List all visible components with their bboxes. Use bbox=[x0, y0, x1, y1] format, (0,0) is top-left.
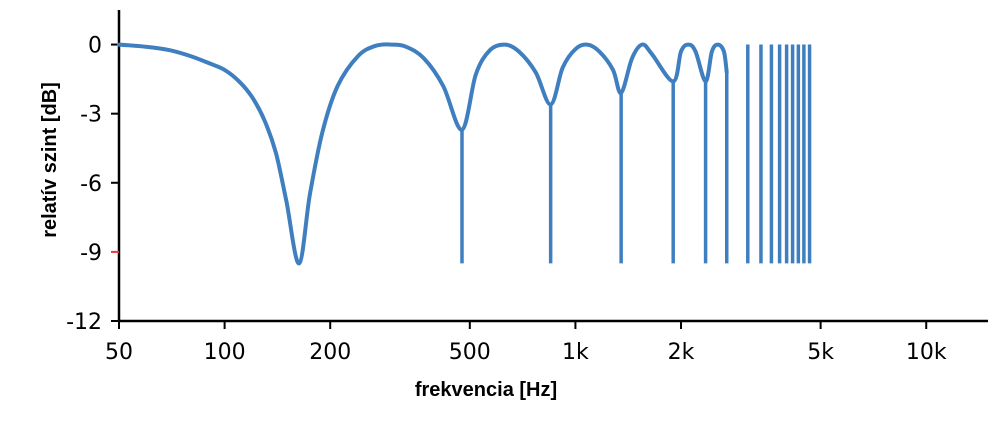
y-tick-label: -6 bbox=[80, 172, 102, 197]
x-axis-title: frekvencia [Hz] bbox=[415, 379, 557, 401]
x-tick-label: 1k bbox=[562, 340, 589, 365]
series-line bbox=[117, 42, 729, 266]
axes bbox=[117, 10, 988, 323]
y-tick-label: -9 bbox=[80, 241, 102, 266]
x-ticks: 50 100 200 500 1k 2k 5k 10k bbox=[105, 321, 947, 365]
x-tick-label: 100 bbox=[204, 340, 246, 365]
y-tick-label: -3 bbox=[80, 103, 102, 128]
y-axis-title: relatív szint [dB] bbox=[39, 82, 61, 238]
x-tick-label: 50 bbox=[105, 340, 133, 365]
y-tick-label: -12 bbox=[66, 310, 102, 335]
x-tick-label: 200 bbox=[309, 340, 351, 365]
x-tick-label: 5k bbox=[807, 340, 834, 365]
y-tick-label: 0 bbox=[88, 34, 102, 59]
x-tick-label: 10k bbox=[906, 340, 947, 365]
x-tick-label: 2k bbox=[668, 340, 695, 365]
x-tick-label: 500 bbox=[449, 340, 491, 365]
y-ticks: 0 -3 -6 -9 -12 bbox=[66, 34, 119, 335]
series-layer bbox=[117, 42, 812, 266]
